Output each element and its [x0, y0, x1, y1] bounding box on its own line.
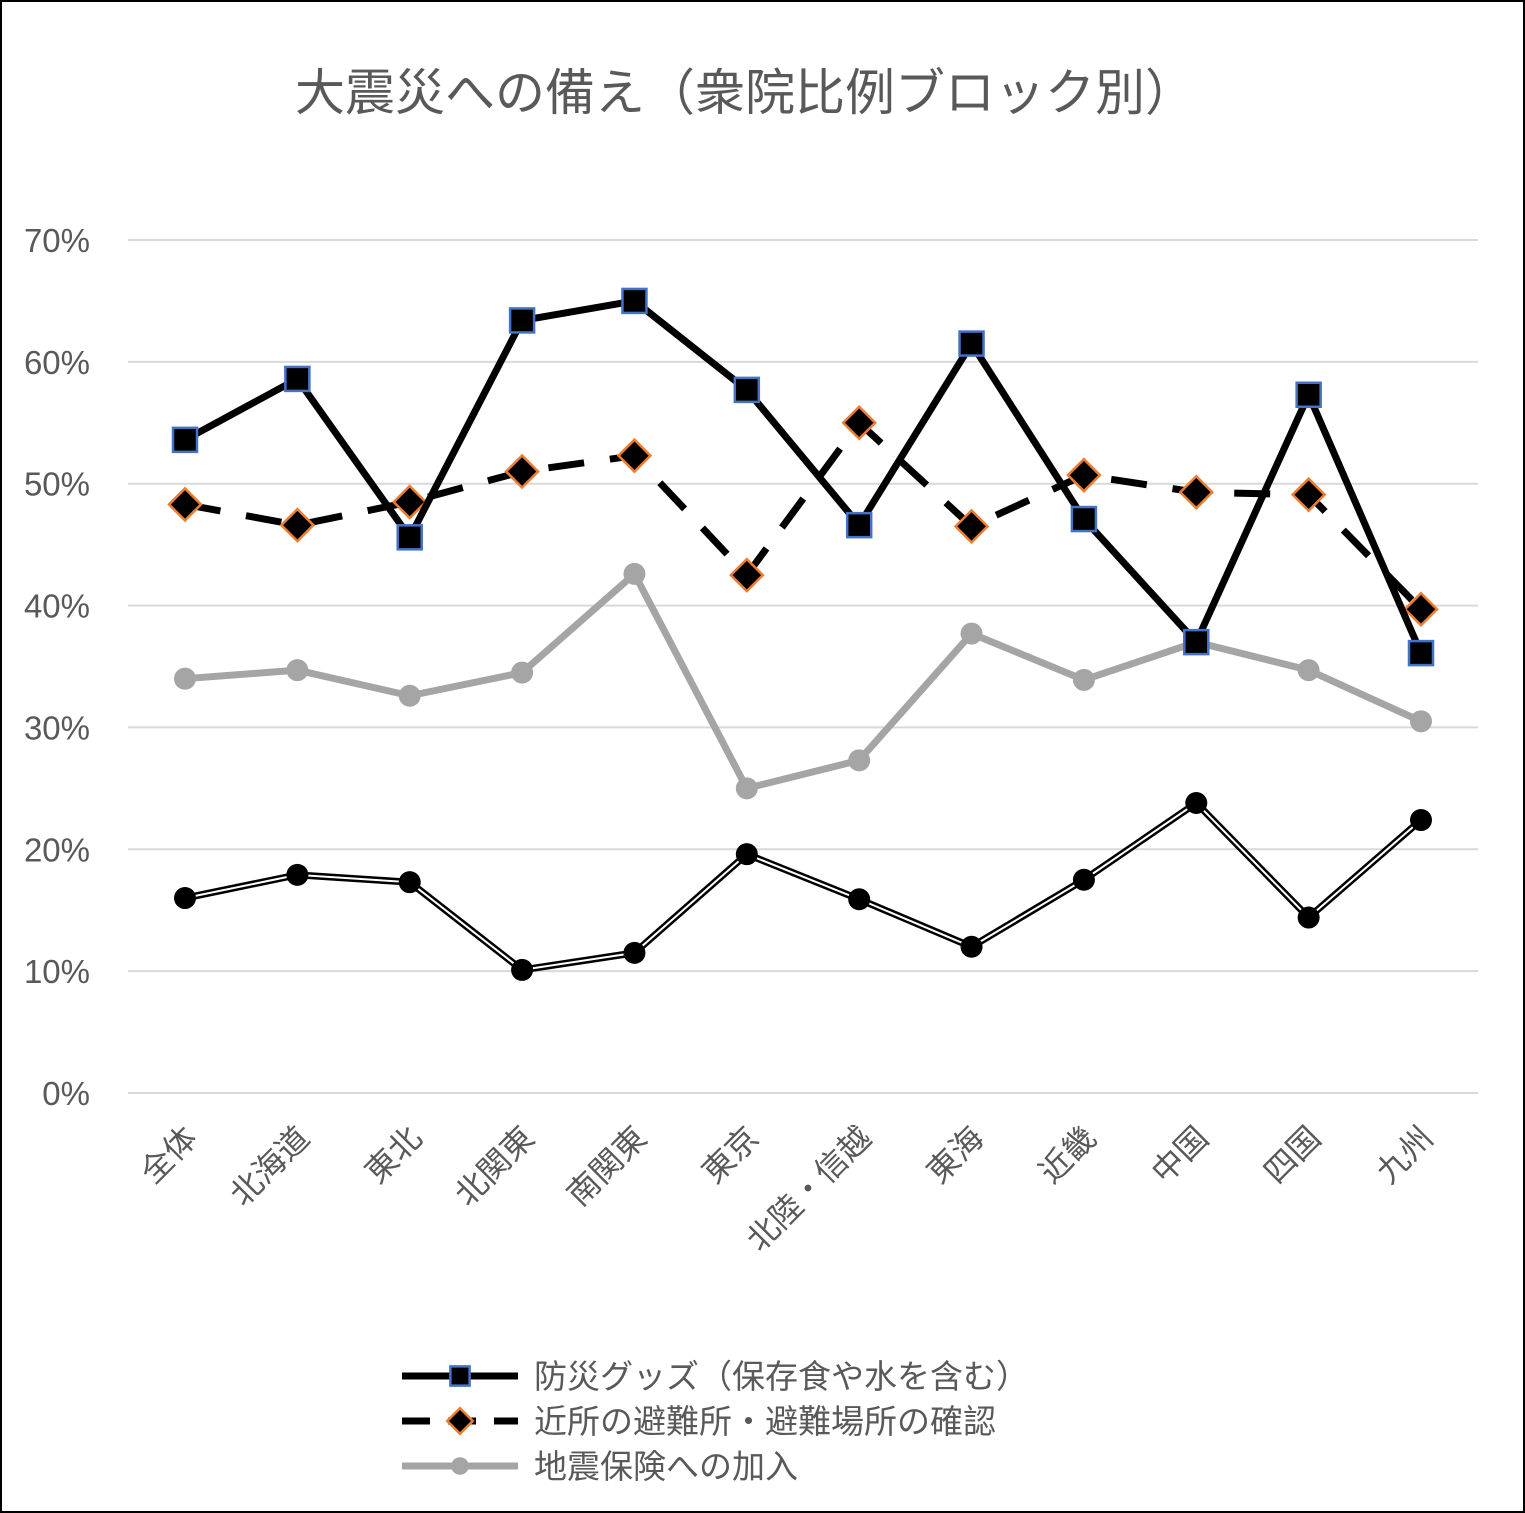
data-point	[1290, 476, 1327, 513]
data-point	[845, 511, 873, 539]
data-point	[1410, 710, 1432, 733]
chart-title: 大震災への備え（衆院比例ブロック別）	[295, 64, 1195, 122]
data-point	[1072, 668, 1095, 691]
x-tick-label: 東海	[919, 1119, 991, 1191]
legend-label: 防災グッズ（保存食や水を含む）	[534, 1357, 1029, 1396]
data-point	[1410, 809, 1432, 832]
data-point	[960, 935, 983, 958]
y-tick-label: 40%	[24, 588, 90, 625]
legend-item: 防災グッズ（保存食や水を含む）	[402, 1357, 1029, 1396]
data-point	[1407, 639, 1435, 667]
data-point	[729, 557, 765, 593]
legend-label: 地震保険への加入	[534, 1447, 798, 1486]
data-point	[167, 486, 203, 523]
data-point	[391, 484, 428, 520]
data-point	[508, 307, 536, 334]
y-tick-label: 10%	[24, 953, 90, 990]
data-point	[1072, 868, 1095, 891]
x-tick-label: 全体	[133, 1119, 205, 1191]
series-layer	[167, 287, 1439, 981]
data-point	[398, 684, 421, 707]
data-point	[396, 524, 423, 551]
x-tick-label: 北関東	[447, 1119, 542, 1214]
data-point	[733, 376, 761, 404]
data-point	[511, 661, 534, 684]
data-point	[735, 777, 758, 800]
data-point	[398, 871, 421, 894]
data-point	[621, 287, 648, 315]
legend-item: 地震保険への加入	[402, 1447, 798, 1486]
data-point	[171, 426, 199, 454]
data-point	[1295, 381, 1322, 409]
series-line	[184, 570, 1423, 792]
data-point	[735, 843, 758, 866]
legend-label: 近所の避難所・避難場所の確認	[534, 1402, 996, 1441]
x-tick-label: 近畿	[1031, 1119, 1103, 1191]
data-point	[286, 659, 309, 682]
y-tick-label: 30%	[24, 709, 90, 746]
data-point	[1297, 906, 1320, 929]
data-point	[174, 667, 196, 690]
x-tick-label: 四国	[1256, 1119, 1328, 1191]
y-tick-label: 50%	[24, 466, 90, 503]
data-point	[616, 437, 653, 474]
series-1	[167, 405, 1439, 627]
y-axis-labels: 0% 10% 20% 30% 40% 50% 60% 70%	[24, 222, 90, 1112]
series-2	[174, 562, 1432, 800]
data-point	[1403, 591, 1439, 627]
data-point	[286, 863, 309, 886]
data-point	[1178, 474, 1215, 511]
y-tick-label: 70%	[24, 222, 90, 259]
data-point	[958, 330, 985, 357]
x-tick-label: 中国	[1144, 1119, 1216, 1191]
data-point	[511, 958, 534, 981]
data-point	[953, 508, 990, 545]
data-point	[174, 887, 196, 910]
data-point	[960, 622, 983, 645]
data-point	[848, 888, 871, 911]
series-line-inner	[184, 801, 1422, 971]
data-point	[1183, 628, 1210, 656]
y-tick-label: 20%	[24, 831, 90, 868]
series-line	[183, 297, 1425, 655]
x-tick-label: 北海道	[222, 1119, 317, 1214]
data-point	[284, 365, 311, 393]
x-tick-label: 九州	[1369, 1119, 1441, 1191]
data-point	[848, 749, 871, 772]
series-line	[184, 799, 1424, 974]
data-point	[451, 1457, 469, 1475]
data-point	[623, 562, 646, 585]
data-point	[1066, 457, 1102, 493]
data-point	[1070, 505, 1098, 533]
series-3	[174, 791, 1432, 981]
x-tick-label: 東京	[694, 1119, 766, 1191]
gridlines	[128, 239, 1478, 1094]
data-point	[1185, 791, 1208, 814]
data-point	[449, 1365, 471, 1387]
y-tick-label: 60%	[24, 344, 90, 381]
data-point	[445, 1406, 475, 1436]
series-0	[171, 287, 1435, 667]
y-tick-label: 0%	[42, 1075, 90, 1112]
data-point	[504, 453, 540, 490]
x-tick-label: 東北	[357, 1119, 429, 1191]
x-tick-label: 南関東	[559, 1119, 654, 1214]
series-line	[184, 419, 1424, 612]
legend-item: 近所の避難所・避難場所の確認	[402, 1402, 996, 1441]
data-point	[841, 405, 877, 441]
data-point	[279, 507, 316, 543]
data-point	[623, 941, 646, 964]
data-point	[1297, 659, 1320, 682]
